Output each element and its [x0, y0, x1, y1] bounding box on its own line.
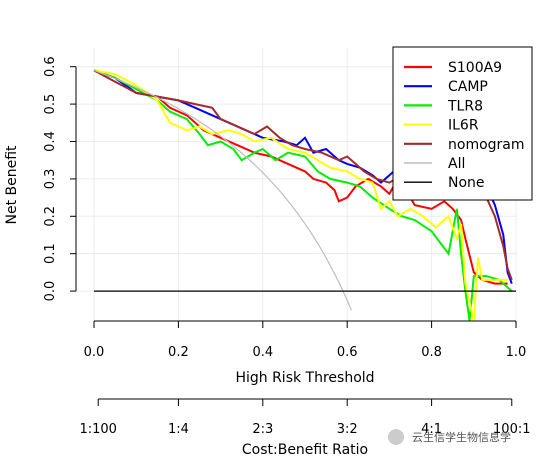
cost-benefit-axis: 1:100 1:4 2:3 3:2 4:1 100:1: [79, 398, 531, 437]
y-tick-label-4: 0.4: [43, 131, 58, 152]
y-axis-title: Net Benefit: [4, 145, 20, 225]
legend-label-camp: CAMP: [448, 79, 488, 95]
y-tick-label-5: 0.5: [43, 94, 58, 115]
legend: S100A9 CAMP TLR8 IL6R nomogram All None: [392, 46, 533, 201]
x-tick-label-3: 0.6: [337, 345, 358, 360]
cost-benefit-tick-label-4: 4:1: [421, 422, 442, 437]
x-axis-title: High Risk Threshold: [235, 370, 374, 386]
legend-label-tlr8: TLR8: [447, 98, 483, 114]
legend-label-none: None: [448, 175, 485, 191]
cost-benefit-tick-label-3: 3:2: [337, 422, 358, 437]
x-tick-label-0: 0.0: [84, 345, 105, 360]
watermark-text: 云生信学生物信息学: [412, 430, 511, 444]
x-tick-label-1: 0.2: [168, 345, 189, 360]
y-tick-label-1: 0.1: [43, 243, 58, 264]
x-axis: 0.0 0.2 0.4 0.6 0.8 1.0: [84, 320, 527, 360]
cost-benefit-axis-title: Cost:Benefit Ratio: [242, 442, 368, 458]
cost-benefit-tick-label-1: 1:4: [168, 422, 189, 437]
legend-label-nomogram: nomogram: [448, 137, 525, 153]
y-tick-label-0: 0.0: [43, 281, 58, 302]
legend-label-s100a9: S100A9: [448, 60, 502, 76]
wechat-icon: [388, 429, 404, 445]
legend-label-all: All: [448, 156, 465, 172]
series-line-tlr8: [93, 69, 513, 321]
series-line-il6r: [93, 69, 508, 321]
x-tick-label-5: 1.0: [506, 345, 527, 360]
cost-benefit-tick-label-5: 100:1: [493, 422, 530, 437]
series-line-all: [93, 69, 352, 311]
y-axis: 0.0 0.1 0.2 0.3 0.4 0.5 0.6: [43, 56, 77, 302]
x-tick-label-4: 0.8: [421, 345, 442, 360]
cost-benefit-tick-label-0: 1:100: [79, 422, 116, 437]
y-tick-label-2: 0.2: [43, 206, 58, 227]
y-tick-label-3: 0.3: [43, 169, 58, 190]
x-tick-label-2: 0.4: [252, 345, 273, 360]
watermark: 云生信学生物信息学: [388, 429, 511, 445]
legend-label-il6r: IL6R: [448, 118, 479, 134]
cost-benefit-tick-label-2: 2:3: [252, 422, 273, 437]
y-tick-label-6: 0.6: [43, 56, 58, 77]
